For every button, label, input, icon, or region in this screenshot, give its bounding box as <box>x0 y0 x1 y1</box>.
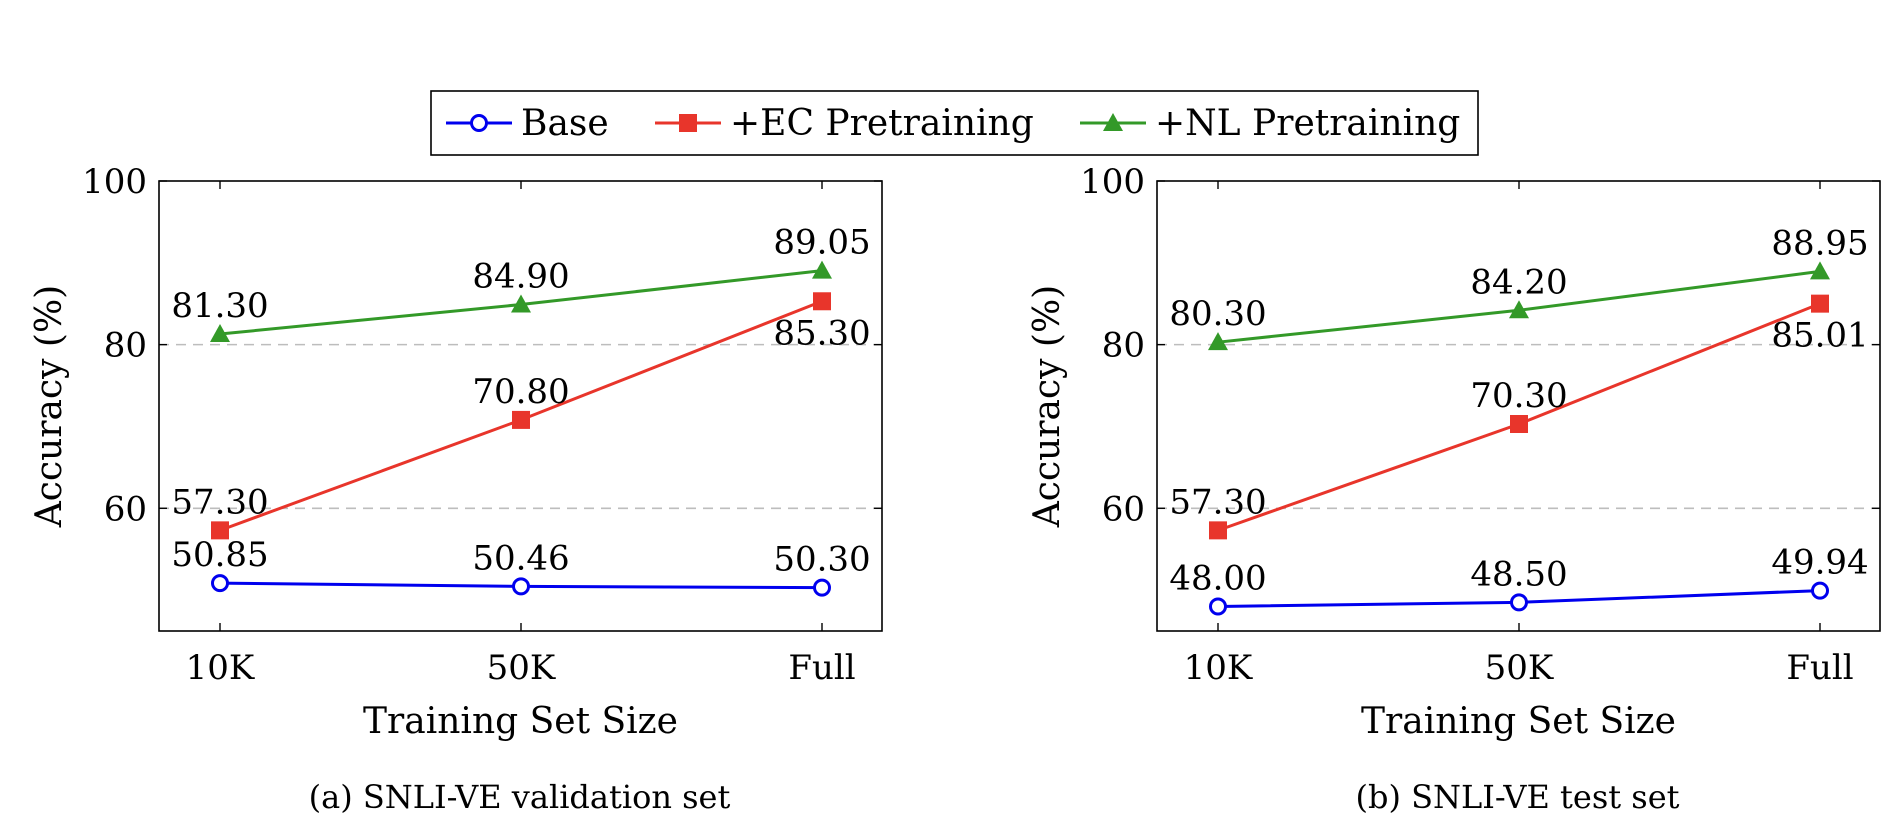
data-label: 70.30 <box>1470 376 1567 416</box>
legend-box <box>430 90 1479 156</box>
legend-label-base: Base <box>521 103 609 144</box>
data-point <box>813 292 831 311</box>
data-label: 85.01 <box>1771 316 1868 356</box>
data-point <box>211 574 229 593</box>
data-point <box>1208 332 1228 351</box>
x-tick-label: 10K <box>1184 648 1253 688</box>
y-tick-label: 80 <box>1102 326 1145 366</box>
data-point <box>1811 294 1829 313</box>
data-label: 80.30 <box>1169 294 1266 334</box>
y-tick-label: 100 <box>82 162 147 202</box>
data-label: 57.30 <box>1169 482 1266 522</box>
y-axis-title: Accuracy (%) <box>1027 285 1068 528</box>
legend-entry-nl: +NL Pretraining <box>1080 103 1460 144</box>
x-tick-label: 10K <box>186 648 255 688</box>
legend-entry-base: Base <box>446 103 609 144</box>
data-point <box>1509 300 1529 319</box>
data-label: 48.00 <box>1169 558 1266 598</box>
data-label: 89.05 <box>773 223 870 263</box>
data-label: 84.90 <box>472 257 569 297</box>
x-axis-title: Training Set Size <box>1361 701 1676 742</box>
data-point <box>210 324 230 342</box>
legend-label-nl: +NL Pretraining <box>1155 103 1460 144</box>
data-point <box>512 577 530 596</box>
data-label: 85.30 <box>773 313 870 353</box>
data-label: 48.50 <box>1470 554 1567 594</box>
data-point <box>1510 415 1528 433</box>
data-label: 70.80 <box>472 372 569 412</box>
y-tick-label: 80 <box>104 326 147 366</box>
x-tick-label: 50K <box>1485 648 1554 688</box>
data-label: 50.46 <box>472 538 569 578</box>
x-tick-label: 50K <box>487 648 556 688</box>
x-axis-title: Training Set Size <box>363 701 678 742</box>
data-label: 57.30 <box>171 482 268 522</box>
y-tick-label: 60 <box>1102 489 1145 529</box>
data-label: 50.30 <box>773 540 870 580</box>
legend: Base +EC Pretraining +NL Pretraining <box>430 90 1479 156</box>
data-point <box>1811 581 1829 600</box>
data-label: 50.85 <box>171 535 268 575</box>
chart-panel-test: 60 80 100 10K 50K Full 48.00 48.50 49.94 57.30 70… <box>1027 162 1881 816</box>
x-tick-label: Full <box>788 648 855 688</box>
caption: (b) SNLI-VE test set <box>1355 778 1679 816</box>
data-label: 84.20 <box>1470 262 1567 302</box>
data-point <box>1209 597 1227 616</box>
data-label: 49.94 <box>1771 543 1868 583</box>
legend-marker-circle-icon <box>470 114 488 132</box>
chart-panel-validation: 60 80 100 10K 50K Full 50.85 50.46 50.30 57.30 70… <box>29 162 883 816</box>
y-axis-title: Accuracy (%) <box>29 285 70 528</box>
data-point <box>512 410 530 429</box>
x-tick-label: Full <box>1786 648 1853 688</box>
legend-marker-square-icon <box>679 114 697 132</box>
legend-label-ec: +EC Pretraining <box>730 103 1034 144</box>
y-tick-label: 60 <box>104 489 147 529</box>
data-point <box>511 294 531 313</box>
data-point <box>812 260 832 279</box>
data-label: 81.30 <box>171 286 268 326</box>
data-point <box>1510 593 1528 612</box>
y-tick-label: 100 <box>1080 162 1145 202</box>
data-point <box>211 521 229 540</box>
legend-marker-triangle-icon <box>1103 113 1123 131</box>
data-point <box>1810 261 1830 280</box>
data-point <box>1209 521 1227 540</box>
data-point <box>813 578 831 597</box>
caption: (a) SNLI-VE validation set <box>309 778 731 816</box>
legend-entry-ec: +EC Pretraining <box>655 103 1034 144</box>
data-label: 88.95 <box>1771 223 1868 263</box>
